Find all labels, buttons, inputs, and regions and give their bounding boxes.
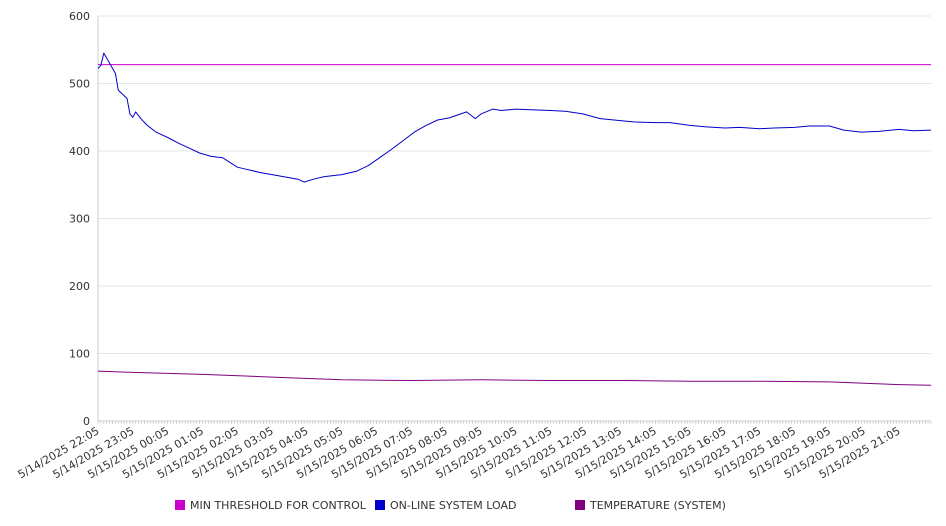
- x-tick-labels: 5/14/2025 22:055/14/2025 23:055/15/2025 …: [16, 424, 903, 481]
- legend-label: TEMPERATURE (SYSTEM): [589, 499, 726, 512]
- series-line-temperature-system: [97, 370, 932, 386]
- grid: [98, 15, 931, 354]
- legend-swatch: [575, 500, 585, 510]
- y-tick-label: 500: [69, 78, 90, 91]
- axes: [97, 16, 932, 424]
- legend-label: MIN THRESHOLD FOR CONTROL: [190, 499, 367, 512]
- y-tick-label: 400: [69, 145, 90, 158]
- y-tick-label: 0: [83, 415, 90, 428]
- y-tick-labels: 0 100 200 300 400 500 600: [69, 10, 90, 428]
- legend-swatch: [175, 500, 185, 510]
- y-tick-label: 200: [69, 280, 90, 293]
- legend-item-on-line-system-load[interactable]: ON-LINE SYSTEM LOAD: [375, 499, 516, 512]
- legend-swatch: [375, 500, 385, 510]
- legend: MIN THRESHOLD FOR CONTROL ON-LINE SYSTEM …: [175, 499, 726, 512]
- legend-item-min-threshold-for-control[interactable]: MIN THRESHOLD FOR CONTROL: [175, 499, 367, 512]
- y-tick-label: 300: [69, 213, 90, 226]
- legend-item-temperature-system[interactable]: TEMPERATURE (SYSTEM): [575, 499, 726, 512]
- series-line-on-line-system-load: [97, 52, 932, 183]
- y-tick-label: 100: [69, 348, 90, 361]
- legend-label: ON-LINE SYSTEM LOAD: [390, 499, 516, 512]
- series-lines: [97, 52, 932, 386]
- y-tick-label: 600: [69, 10, 90, 23]
